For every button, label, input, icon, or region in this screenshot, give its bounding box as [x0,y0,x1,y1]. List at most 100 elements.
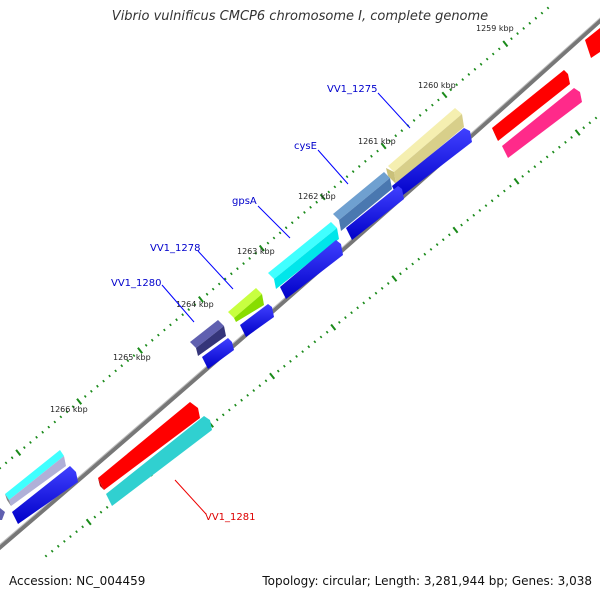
gene-feature-right-pink[interactable] [502,88,582,158]
minor-tick [99,510,103,514]
minor-tick [430,103,434,107]
minor-tick [466,218,470,222]
major-tick [137,347,143,354]
minor-tick [502,189,506,193]
minor-tick [344,316,347,319]
gene-vv1-1275[interactable] [386,108,464,184]
scale-label: 1263 kbp [237,247,275,256]
minor-tick [411,262,415,266]
major-tick [15,449,22,457]
minor-tick [570,136,573,139]
gene-label-gpsa[interactable]: gpsA [232,196,257,207]
major-tick [76,398,83,405]
gene-label-vv1-1281[interactable]: VV1_1281 [205,512,256,523]
minor-tick [540,11,544,15]
gene-label-vv1-1278[interactable]: VV1_1278 [150,243,201,254]
major-tick [391,275,398,282]
minor-tick [272,236,276,240]
minor-tick [229,272,233,276]
map-title: Vibrio vulnificus CMCP6 chromosome I, co… [111,9,489,24]
minor-tick [193,303,197,306]
major-tick [574,129,581,136]
minor-tick [363,159,367,163]
inner-strand-genes [12,70,582,524]
scale-label: 1264 kbp [176,300,214,309]
minor-tick [175,318,178,322]
minor-tick [278,231,282,235]
minor-tick [484,204,488,207]
major-tick [269,372,276,380]
minor-tick [59,415,63,419]
minor-tick [510,37,513,41]
minor-tick [449,88,452,92]
minor-tick [264,379,268,383]
gene-gpsa[interactable] [268,222,339,289]
minor-tick [509,184,512,188]
minor-tick [53,420,57,424]
minor-tick [333,185,337,189]
gene-feature-left[interactable] [5,450,66,506]
gene-vv1-1278[interactable] [228,288,264,322]
scale-label: 1262 kbp [298,192,336,201]
minor-tick [71,405,75,409]
gene-blue-arrow[interactable] [280,240,343,299]
major-tick [502,40,509,48]
gene-blue-arrow[interactable] [346,186,404,240]
minor-tick [557,145,561,149]
minor-tick [289,359,292,363]
minor-tick [65,410,69,414]
gene-labels: VV1_1275 cysE gpsA VV1_1278 VV1_1280 VV1… [111,84,378,523]
scale-label: 1266 kbp [50,405,88,414]
minor-tick [461,78,465,81]
gene-label-vv1-1275[interactable]: VV1_1275 [327,84,378,95]
minor-tick [368,296,372,300]
scale-label: 1265 kbp [113,353,151,362]
minor-tick [315,200,319,204]
gene-feature-teal[interactable] [106,416,212,506]
minor-tick [83,395,87,398]
gene-label-vv1-1280[interactable]: VV1_1280 [111,278,162,289]
minor-tick [460,223,463,227]
minor-tick [96,384,99,388]
minor-tick [156,333,160,337]
gene-feature[interactable] [585,28,600,58]
minor-tick [242,262,245,265]
minor-tick [296,216,300,219]
minor-tick [545,155,549,159]
gene-blue-arrow[interactable] [202,338,234,369]
minor-tick [412,119,416,122]
gene-feature[interactable] [0,508,5,520]
major-tick [258,244,265,252]
gene-vv1-1281[interactable] [98,402,200,490]
minor-tick [588,121,592,125]
major-tick [319,193,326,201]
minor-tick [295,355,298,358]
minor-tick [41,430,45,434]
minor-tick [528,21,532,25]
minor-tick [546,6,550,10]
minor-tick [81,525,85,529]
minor-tick [0,466,2,470]
gene-blue-arrow[interactable] [392,128,472,199]
gene-cyse[interactable] [333,172,392,231]
minor-tick [399,272,402,276]
gene-blue-arrow[interactable] [12,466,78,524]
minor-tick [479,62,483,66]
minor-tick [258,384,262,388]
minor-tick [22,446,26,449]
minor-tick [169,323,172,327]
minor-tick [564,140,567,144]
scale-label: 1260 kbp [418,81,456,90]
accession-text: Accession: NC_004459 [9,574,146,588]
gene-label-cyse[interactable]: cysE [294,141,317,152]
minor-tick [10,456,14,460]
gene-vv1-1280[interactable] [190,320,226,356]
gene-feature-right-red[interactable] [492,70,570,141]
minor-tick [417,257,421,261]
minor-tick [362,301,366,305]
minor-tick [345,175,349,179]
minor-tick [102,379,105,383]
minor-tick [491,52,495,56]
gene-blue-arrow[interactable] [240,304,274,337]
